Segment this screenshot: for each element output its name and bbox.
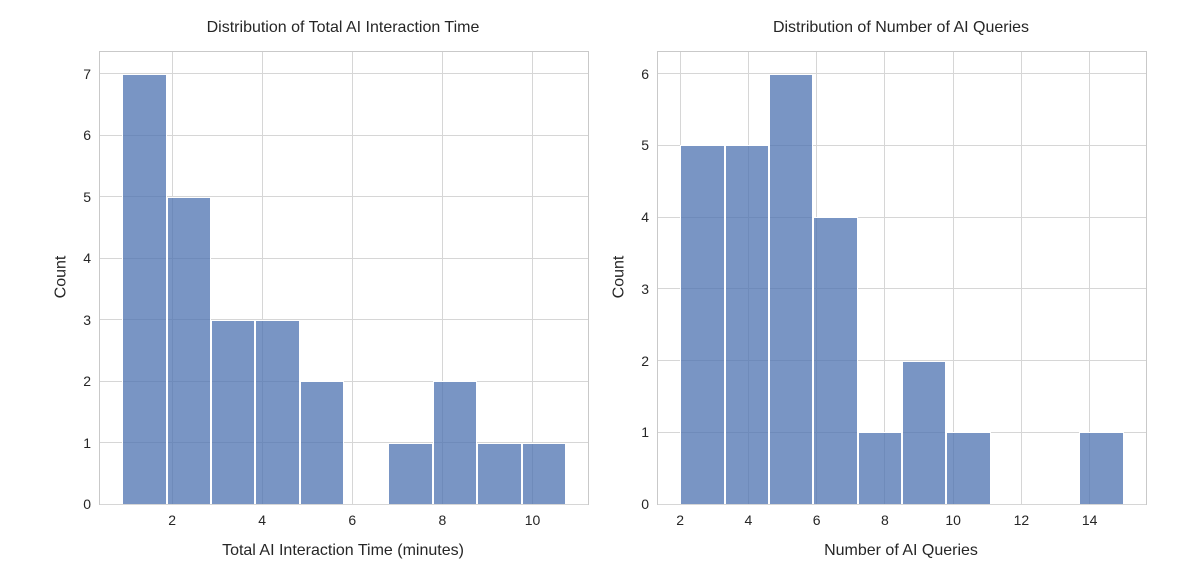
chart-title: Distribution of Number of AI Queries — [772, 19, 1030, 36]
histogram-bar — [299, 381, 345, 504]
histogram-bar — [902, 360, 947, 504]
x-tick-label: 2 — [676, 512, 685, 528]
gridline-horizontal — [658, 288, 1146, 290]
chart-title: Distribution of Total AI Interaction Tim… — [206, 19, 480, 36]
x-tick-label: 12 — [1013, 512, 1030, 528]
x-tick-label: 4 — [258, 512, 267, 528]
y-tick-label: 6 — [641, 65, 649, 82]
histogram-bar — [946, 432, 991, 504]
x-tick-label: 2 — [168, 512, 176, 528]
y-axis-label-text: Count — [52, 255, 70, 299]
gridline-vertical — [952, 52, 954, 504]
histogram-bar — [857, 432, 902, 504]
gridline-vertical — [351, 52, 353, 504]
y-tick-label: 0 — [83, 496, 91, 512]
x-tick-label: 6 — [348, 512, 357, 528]
gridline-horizontal — [658, 503, 1146, 505]
histogram-bar — [477, 442, 522, 504]
gridline-horizontal — [100, 196, 588, 198]
y-tick-label: 0 — [641, 496, 649, 512]
x-tick-label: 10 — [945, 512, 961, 528]
y-tick-label: 4 — [641, 209, 649, 226]
histogram-bar — [432, 381, 478, 504]
plot-area: 2 4 6 8 10 12 14 0 1 2 3 4 5 6 — [641, 51, 1147, 528]
y-tick-label: 3 — [641, 280, 649, 297]
gridline-horizontal — [100, 73, 588, 75]
histogram-bar — [521, 442, 566, 504]
histogram-bar — [1079, 432, 1124, 504]
histogram-bar — [768, 73, 814, 504]
x-tick-label: 14 — [1081, 512, 1098, 528]
gridline-horizontal — [658, 73, 1146, 75]
histogram-bar — [813, 217, 858, 504]
gridline-vertical — [884, 52, 886, 504]
gridline-horizontal — [100, 503, 588, 505]
x-tick-label: 8 — [438, 512, 447, 528]
x-tick-label: 10 — [524, 512, 541, 528]
y-tick-label: 6 — [83, 127, 91, 144]
gridline-vertical — [1089, 52, 1091, 504]
histogram-bar — [388, 442, 433, 504]
gridline-vertical — [261, 52, 263, 504]
x-tick-label: 8 — [881, 512, 889, 528]
y-tick-label: 2 — [641, 352, 649, 369]
y-tick-label: 5 — [641, 137, 649, 154]
y-tick-label: 2 — [83, 373, 91, 390]
gridline-horizontal — [100, 257, 588, 259]
y-axis-label: Count — [608, 51, 630, 503]
gridline-horizontal — [100, 134, 588, 136]
gridline-horizontal — [658, 216, 1146, 218]
gridline-vertical — [441, 52, 443, 504]
y-tick-label: 4 — [83, 250, 91, 267]
x-tick-label: 4 — [744, 512, 753, 528]
histogram-bar — [210, 319, 256, 504]
x-tick-label: 6 — [812, 512, 821, 528]
histogram-bar — [255, 319, 300, 504]
gridline-vertical — [1020, 52, 1022, 504]
histogram-bar — [122, 73, 167, 504]
histogram-bar — [166, 196, 211, 504]
histogram-bar — [680, 145, 725, 504]
plot-area: 2 4 6 8 10 0 1 2 3 4 5 6 7 — [83, 51, 589, 528]
y-axis-label: Count — [50, 51, 72, 503]
y-tick-label: 1 — [641, 424, 649, 441]
y-tick-label: 5 — [83, 188, 91, 205]
gridline-horizontal — [658, 144, 1146, 146]
y-axis-label-text: Count — [610, 255, 628, 299]
x-axis-label: Number of AI Queries — [824, 542, 978, 559]
y-tick-label: 7 — [83, 65, 91, 82]
y-tick-label: 1 — [83, 434, 91, 451]
y-tick-label: 3 — [83, 311, 91, 328]
gridline-vertical — [532, 52, 534, 504]
histogram-bar — [724, 145, 769, 504]
gridline-horizontal — [100, 319, 588, 321]
x-axis-label: Total AI Interaction Time (minutes) — [222, 542, 464, 559]
